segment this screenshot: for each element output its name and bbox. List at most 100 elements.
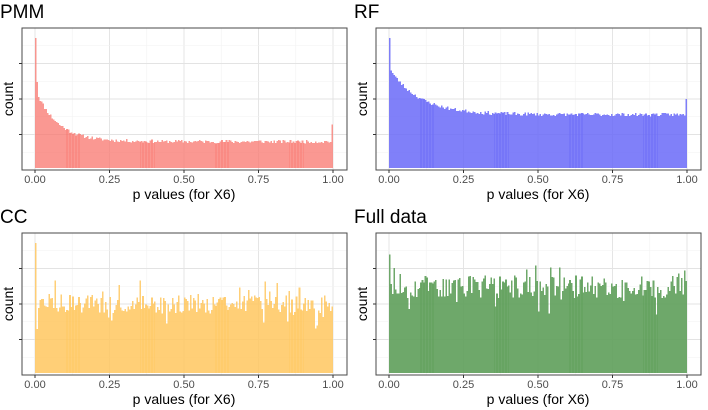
histogram-bar <box>655 314 658 373</box>
rf-histogram-panel: RF 0.00 0.25 0.50 0.75 1.00 p values (for X6) c… <box>354 0 708 205</box>
histogram-bar <box>262 322 265 373</box>
histogram-bar <box>423 98 425 168</box>
histogram-bar <box>613 115 616 168</box>
histogram-bar <box>637 290 640 373</box>
histogram-bar <box>186 300 189 373</box>
histogram-bar <box>307 141 310 168</box>
histogram-bar <box>523 114 525 168</box>
histogram-bar <box>322 142 325 168</box>
histogram-bar <box>680 114 683 168</box>
histogram-bar <box>517 113 519 168</box>
histogram-bar <box>274 142 277 168</box>
histogram-bar <box>414 94 416 168</box>
histogram-bar <box>204 140 207 168</box>
x-tick-label: 0.75 <box>248 379 269 391</box>
histogram-bar <box>118 284 120 373</box>
histogram-bar <box>445 279 448 373</box>
histogram-bar <box>110 320 113 373</box>
histogram-bar <box>154 301 156 373</box>
histogram-bar <box>682 294 685 373</box>
histogram-bar <box>152 143 155 168</box>
histogram-bar <box>415 297 418 373</box>
histogram-bar <box>581 113 583 168</box>
histogram-bar <box>606 114 609 168</box>
histogram-bar <box>90 296 92 373</box>
histogram-bar <box>630 115 632 168</box>
histogram-bar <box>435 104 437 168</box>
histogram-bar <box>552 277 555 373</box>
histogram-bar <box>82 134 85 168</box>
histogram-bar <box>530 113 533 168</box>
histogram-bar <box>273 304 275 373</box>
histogram-bar <box>612 286 615 373</box>
histogram-bar <box>669 115 671 168</box>
histogram-bar <box>533 113 536 168</box>
histogram-bar <box>130 142 132 168</box>
histogram-bar <box>60 294 62 373</box>
histogram-bar <box>236 301 238 373</box>
histogram-bar <box>599 114 601 168</box>
histogram-bar <box>198 308 201 373</box>
histogram-bar <box>421 98 424 168</box>
histogram-bar <box>546 114 549 168</box>
histogram-bar <box>130 305 132 373</box>
histogram-bar <box>201 300 204 373</box>
histogram-bar <box>484 275 486 373</box>
x-tick-label: 0.00 <box>24 379 45 391</box>
histogram-bar <box>534 115 537 168</box>
histogram-bar <box>172 298 174 373</box>
histogram-bar <box>683 270 686 373</box>
histogram-bar <box>103 139 106 168</box>
histogram-bar <box>258 140 261 168</box>
histogram-bar <box>412 95 415 168</box>
histogram-bar <box>596 113 598 168</box>
histogram-bar <box>51 118 53 168</box>
histogram-bar <box>490 114 492 168</box>
histogram-bar <box>663 295 665 373</box>
histogram-bar <box>49 114 52 168</box>
histogram-bar <box>602 114 604 168</box>
histogram-bar <box>143 140 146 168</box>
histogram-bar <box>203 303 205 373</box>
histogram-bar <box>417 289 419 373</box>
histogram-bar <box>294 142 296 168</box>
histogram-bar <box>167 304 170 373</box>
histogram-bar <box>57 311 59 373</box>
histogram-bar <box>61 126 64 168</box>
histogram-bar <box>285 142 287 168</box>
histogram-bar <box>97 137 100 168</box>
histogram-bar <box>488 114 491 168</box>
histogram-bar <box>549 267 552 373</box>
histogram-bar <box>573 114 576 168</box>
histogram-bar <box>591 114 594 168</box>
histogram-bar <box>246 300 249 373</box>
histogram-bar <box>569 114 571 168</box>
full-data-bars <box>388 254 688 373</box>
histogram-bar <box>526 115 528 168</box>
histogram-bar <box>134 141 137 168</box>
histogram-bar <box>294 311 296 373</box>
histogram-bar <box>558 112 561 168</box>
histogram-bar <box>39 100 42 168</box>
histogram-bar <box>569 279 571 373</box>
histogram-bar <box>298 287 301 373</box>
histogram-bar <box>252 300 255 373</box>
histogram-bar <box>274 297 277 373</box>
histogram-bar <box>169 311 171 373</box>
histogram-bar <box>393 75 396 168</box>
histogram-bar <box>427 101 430 168</box>
histogram-bar <box>52 307 55 373</box>
histogram-bar <box>654 114 656 168</box>
histogram-bar <box>157 140 159 168</box>
histogram-bar <box>667 287 670 373</box>
histogram-bar <box>487 111 489 168</box>
histogram-bar <box>267 304 269 373</box>
histogram-bar <box>597 282 600 373</box>
histogram-bar <box>418 98 421 168</box>
histogram-bar <box>73 132 76 168</box>
histogram-bar <box>520 293 522 373</box>
histogram-bar <box>584 287 586 373</box>
histogram-bar <box>75 305 77 373</box>
histogram-bar <box>572 290 574 373</box>
histogram-bar <box>503 112 506 168</box>
